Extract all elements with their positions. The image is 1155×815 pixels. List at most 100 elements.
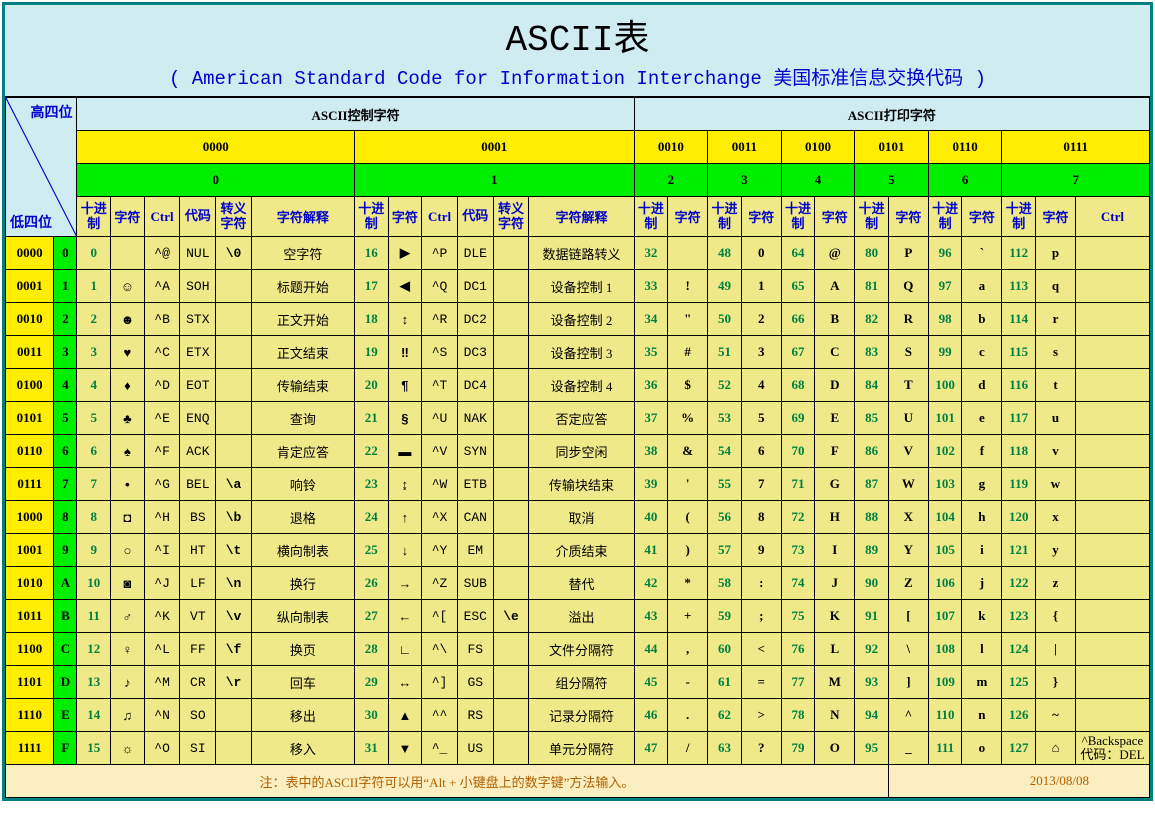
- header-row-labels: 十进制 字符 Ctrl 代码 转义字符 字符解释 十进制 字符 Ctrl 代码 …: [6, 197, 1150, 237]
- esc-cell: [216, 336, 252, 369]
- h-dec-3: 十进制: [708, 197, 742, 237]
- ctrl-cell: ^T: [422, 369, 458, 402]
- char-cell: [: [888, 600, 928, 633]
- char-cell: F: [815, 435, 855, 468]
- dec-cell: 56: [708, 501, 742, 534]
- ctrl-cell: ^R: [422, 303, 458, 336]
- code-cell: US: [457, 732, 493, 765]
- glyph-cell: ↕: [388, 303, 422, 336]
- char-cell: t: [1036, 369, 1076, 402]
- hn-dig-2: 2: [634, 164, 708, 197]
- low-nibble-bits: 1010: [6, 567, 54, 600]
- hn-bits-1: 0001: [354, 131, 634, 164]
- dec-cell: 37: [634, 402, 668, 435]
- dec-cell: 65: [781, 270, 815, 303]
- esc-cell: \0: [216, 237, 252, 270]
- char-cell: w: [1036, 468, 1076, 501]
- low-nibble-bits: 0110: [6, 435, 54, 468]
- char-cell: r: [1036, 303, 1076, 336]
- low-nibble-digit: 6: [54, 435, 77, 468]
- char-cell: G: [815, 468, 855, 501]
- hn-dig-6: 6: [928, 164, 1002, 197]
- esc-cell: [493, 666, 529, 699]
- low-nibble-bits: 1000: [6, 501, 54, 534]
- char-cell: z: [1036, 567, 1076, 600]
- desc-cell: 设备控制 4: [529, 369, 634, 402]
- table-row: 100199○^IHT\t横向制表25↓^YEM介质结束41)57973I89Y…: [6, 534, 1150, 567]
- dec-cell: 33: [634, 270, 668, 303]
- char-cell: ^: [888, 699, 928, 732]
- dec-cell: 88: [855, 501, 889, 534]
- dec-cell: 34: [634, 303, 668, 336]
- desc-cell: 设备控制 2: [529, 303, 634, 336]
- desc-cell: 退格: [251, 501, 354, 534]
- dec-cell: 47: [634, 732, 668, 765]
- ctrl-cell: ^X: [422, 501, 458, 534]
- h-dec-5: 十进制: [855, 197, 889, 237]
- char-cell: 0: [741, 237, 781, 270]
- dec-cell: 1: [77, 270, 111, 303]
- dec-cell: 118: [1002, 435, 1036, 468]
- extra-cell: [1075, 468, 1149, 501]
- desc-cell: 空字符: [251, 237, 354, 270]
- low-nibble-digit: B: [54, 600, 77, 633]
- ctrl-cell: ^J: [144, 567, 180, 600]
- ctrl-cell: ^S: [422, 336, 458, 369]
- h-ctrl-1: Ctrl: [422, 197, 458, 237]
- desc-cell: 换页: [251, 633, 354, 666]
- hn-dig-3: 3: [708, 164, 782, 197]
- dec-cell: 59: [708, 600, 742, 633]
- dec-cell: 7: [77, 468, 111, 501]
- hn-bits-5: 0101: [855, 131, 929, 164]
- dec-cell: 108: [928, 633, 962, 666]
- dec-cell: 115: [1002, 336, 1036, 369]
- char-cell: o: [962, 732, 1002, 765]
- char-cell: c: [962, 336, 1002, 369]
- desc-cell: 文件分隔符: [529, 633, 634, 666]
- h-char-6: 字符: [962, 197, 1002, 237]
- table-row: 1100C12♀^LFF\f换页28∟^\FS文件分隔符44,60<76L92\…: [6, 633, 1150, 666]
- h-char-4: 字符: [815, 197, 855, 237]
- glyph-cell: ○: [111, 534, 145, 567]
- table-row: 1011B11♂^KVT\v纵向制表27←^[ESC\e溢出43+59;75K9…: [6, 600, 1150, 633]
- ctrl-cell: ^D: [144, 369, 180, 402]
- glyph-cell: ←: [388, 600, 422, 633]
- dec-cell: 82: [855, 303, 889, 336]
- extra-cell: [1075, 402, 1149, 435]
- low-nibble-bits: 0010: [6, 303, 54, 336]
- desc-cell: 溢出: [529, 600, 634, 633]
- low-nibble-bits: 0100: [6, 369, 54, 402]
- glyph-cell: ♠: [111, 435, 145, 468]
- char-cell: *: [668, 567, 708, 600]
- char-cell: ?: [741, 732, 781, 765]
- low-nibble-digit: 3: [54, 336, 77, 369]
- char-cell: Y: [888, 534, 928, 567]
- glyph-cell: ♀: [111, 633, 145, 666]
- char-cell: B: [815, 303, 855, 336]
- extra-cell: [1075, 699, 1149, 732]
- esc-cell: [216, 270, 252, 303]
- code-cell: DC3: [457, 336, 493, 369]
- h-dec-1: 十进制: [354, 197, 388, 237]
- esc-cell: \e: [493, 600, 529, 633]
- dec-cell: 103: [928, 468, 962, 501]
- char-cell: M: [815, 666, 855, 699]
- desc-cell: 肯定应答: [251, 435, 354, 468]
- char-cell: W: [888, 468, 928, 501]
- esc-cell: [216, 369, 252, 402]
- esc-cell: [493, 270, 529, 303]
- data-rows: 000000^@NUL\0空字符16▶^PDLE数据链路转义32 48064@8…: [6, 237, 1150, 765]
- dec-cell: 100: [928, 369, 962, 402]
- ctrl-cell: ^C: [144, 336, 180, 369]
- dec-cell: 87: [855, 468, 889, 501]
- dec-cell: 18: [354, 303, 388, 336]
- code-cell: HT: [180, 534, 216, 567]
- dec-cell: 26: [354, 567, 388, 600]
- char-cell: ~: [1036, 699, 1076, 732]
- dec-cell: 96: [928, 237, 962, 270]
- char-cell: -: [668, 666, 708, 699]
- char-cell: b: [962, 303, 1002, 336]
- ctrl-cell: ^E: [144, 402, 180, 435]
- low-nibble-digit: D: [54, 666, 77, 699]
- glyph-cell: ▲: [388, 699, 422, 732]
